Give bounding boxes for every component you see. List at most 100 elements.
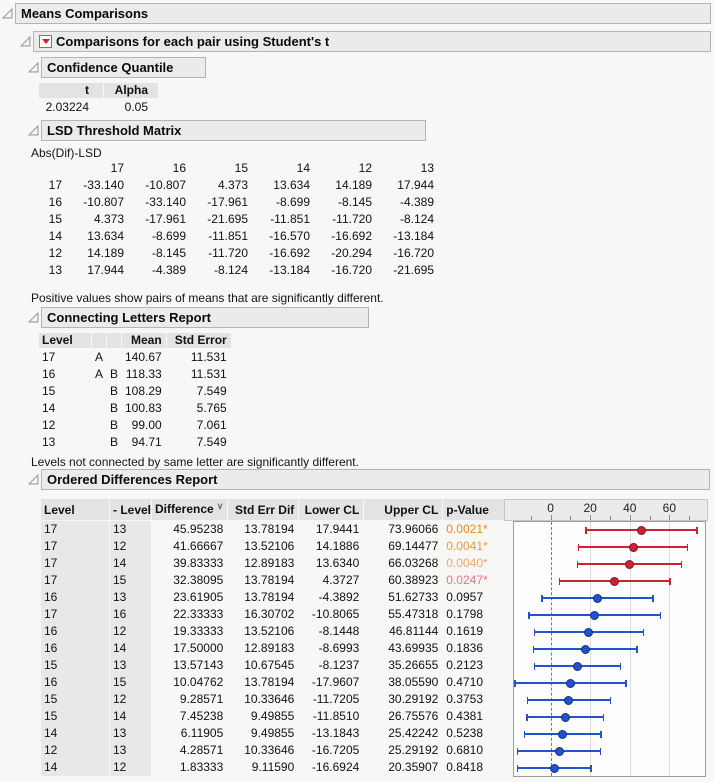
cell-upper-cl: 66.03268 xyxy=(388,556,439,570)
difference-point-dot[interactable] xyxy=(637,525,647,535)
cell-level: 16 xyxy=(41,674,109,691)
table-row[interactable]: 16 A B 118.33 11.531 xyxy=(39,366,231,383)
matrix-row[interactable]: 16 -10.807 -33.140 -17.961 -8.699 -8.145 -4.38… xyxy=(39,194,442,211)
difference-point-dot[interactable] xyxy=(580,644,590,654)
cell-level: 12 xyxy=(41,742,109,759)
chart-plot-area[interactable] xyxy=(513,521,706,777)
red-triangle-menu-icon[interactable] xyxy=(39,35,52,48)
disclosure-open-icon[interactable] xyxy=(28,125,39,136)
difference-point-dot[interactable] xyxy=(566,678,575,688)
difference-interval-chart: 0 20 40 60 xyxy=(504,499,708,778)
cell-lower-cl: -4.3892 xyxy=(318,590,360,604)
cell-p-value: 0.4381 xyxy=(446,709,483,723)
section-title: Ordered Differences Report xyxy=(47,472,218,487)
matrix-row[interactable]: 14 13.634 -8.699 -11.851 -16.570 -16.692 -13.1… xyxy=(39,228,442,245)
difference-point-dot[interactable] xyxy=(628,542,638,552)
axis-tick-label: 40 xyxy=(623,501,637,515)
chart-x-axis[interactable]: 0 20 40 60 xyxy=(504,499,708,521)
table-row[interactable]: 17 14 39.83333 12.89183 13.6340 66.03268 0.004… xyxy=(41,555,505,572)
matrix-row[interactable]: 12 14.189 -8.145 -11.720 -16.692 -20.294 -16.7… xyxy=(39,245,442,262)
outline-title: Comparisons for each pair using Student'… xyxy=(56,34,330,49)
axis-minor-tick xyxy=(689,516,691,520)
axis-tick-label: 60 xyxy=(662,501,677,515)
difference-point-dot[interactable] xyxy=(584,627,594,637)
table-row[interactable]: 15 13 13.57143 10.67545 -8.1237 35.26655 0.212… xyxy=(41,657,505,674)
cell-minus-level: 12 xyxy=(110,691,152,708)
table-row[interactable]: 15 B 108.29 7.549 xyxy=(39,383,231,400)
table-row[interactable]: 14 13 6.11905 9.49855 -13.1843 25.42242 0.5238 xyxy=(41,725,505,742)
col-header-difference[interactable]: Difference ∨ xyxy=(152,499,228,521)
difference-point-dot[interactable] xyxy=(560,712,570,722)
table-row[interactable]: 12 B 99.00 7.061 xyxy=(39,417,231,434)
table-row[interactable]: 2.03224 0.05 xyxy=(39,99,158,116)
interval-cap xyxy=(686,543,689,551)
matrix-col-header: 13 xyxy=(420,161,434,175)
interval-cap xyxy=(602,713,605,721)
matrix-cell: 13.634 xyxy=(273,178,310,192)
col-header-letter-a xyxy=(92,333,106,349)
difference-point-dot[interactable] xyxy=(624,559,634,569)
section-title: LSD Threshold Matrix xyxy=(47,123,182,138)
matrix-row[interactable]: 13 17.944 -4.389 -8.124 -13.184 -16.720 -21.69… xyxy=(39,262,442,279)
disclosure-open-icon[interactable] xyxy=(20,36,31,47)
col-header-alpha: Alpha xyxy=(104,83,158,99)
difference-point-dot[interactable] xyxy=(610,576,620,586)
table-row[interactable]: 14 B 100.83 5.765 xyxy=(39,400,231,417)
table-row[interactable]: 17 15 32.38095 13.78194 4.3727 60.38923 0.0247… xyxy=(41,572,505,589)
difference-point-dot[interactable] xyxy=(592,593,602,603)
matrix-cell: 17.944 xyxy=(87,263,124,277)
table-row[interactable]: 15 12 9.28571 10.33646 -11.7205 30.29192 0.375… xyxy=(41,691,505,708)
cell-minus-level: 16 xyxy=(110,606,152,623)
difference-point-dot[interactable] xyxy=(554,746,564,756)
cell-std-err-dif: 9.49855 xyxy=(250,709,295,723)
cell-minus-level: 14 xyxy=(110,555,152,572)
cell-upper-cl: 55.47318 xyxy=(388,607,439,621)
table-row[interactable]: 17 A 140.67 11.531 xyxy=(39,349,231,366)
table-row[interactable]: 16 13 23.61905 13.78194 -4.3892 51.62733 0.095… xyxy=(41,589,505,606)
table-row[interactable]: 16 12 19.33333 13.52106 -8.1448 46.81144 0.161… xyxy=(41,623,505,640)
difference-point-dot[interactable] xyxy=(590,610,600,620)
matrix-cell: -17.961 xyxy=(207,195,248,209)
cell-difference: 39.83333 xyxy=(173,556,224,570)
cell-std-err-dif: 9.11590 xyxy=(251,760,295,774)
cell-letter xyxy=(92,434,106,451)
disclosure-open-icon[interactable] xyxy=(28,312,39,323)
disclosure-open-icon[interactable] xyxy=(2,8,13,19)
matrix-cell: -13.184 xyxy=(269,263,310,277)
disclosure-open-icon[interactable] xyxy=(28,474,39,485)
table-row[interactable]: 17 12 41.66667 13.52106 14.1886 69.14477 0.004… xyxy=(41,538,505,555)
table-row[interactable]: 15 14 7.45238 9.49855 -11.8510 26.75576 0.4381 xyxy=(41,708,505,725)
outline-confidence-quantile: Confidence Quantile xyxy=(28,57,206,78)
matrix-row[interactable]: 15 4.373 -17.961 -21.695 -11.851 -11.720 -8.12… xyxy=(39,211,442,228)
table-row[interactable]: 13 B 94.71 7.549 xyxy=(39,434,231,451)
cell-level: 14 xyxy=(41,725,109,742)
table-row[interactable]: 12 13 4.28571 10.33646 -16.7205 25.29192 0.681… xyxy=(41,742,505,759)
section-title-bar: LSD Threshold Matrix xyxy=(41,120,426,141)
cell-p-value: 0.5238 xyxy=(446,726,483,740)
interval-cap xyxy=(585,526,587,534)
difference-point-dot[interactable] xyxy=(564,695,574,705)
difference-point-dot[interactable] xyxy=(558,729,568,739)
difference-point-dot[interactable] xyxy=(549,763,559,773)
disclosure-open-icon[interactable] xyxy=(28,62,39,73)
cell-level: 17 xyxy=(41,555,109,572)
matrix-col-header: 16 xyxy=(172,161,186,175)
cell-upper-cl: 20.35907 xyxy=(388,760,439,774)
cell-lower-cl: -10.8065 xyxy=(311,607,360,621)
section-title: Connecting Letters Report xyxy=(47,310,211,325)
table-row[interactable]: 16 15 10.04762 13.78194 -17.9607 38.05590 0.47… xyxy=(41,674,505,691)
cell-std-err-dif: 13.52106 xyxy=(244,624,295,638)
sort-descending-icon: ∨ xyxy=(216,501,224,511)
table-row[interactable]: 16 14 17.50000 12.89183 -8.6993 43.69935 0.183… xyxy=(41,640,505,657)
cell-p-value: 0.0040* xyxy=(446,556,488,570)
matrix-row[interactable]: 17 -33.140 -10.807 4.373 13.634 14.189 17.944 xyxy=(39,177,442,194)
header-row: t Alpha xyxy=(39,83,158,99)
interval-cap xyxy=(600,730,602,738)
table-row[interactable]: 17 13 45.95238 13.78194 17.9441 73.96066 0.002… xyxy=(41,521,505,538)
matrix-header-row: 17 16 15 14 12 13 xyxy=(39,160,442,177)
table-row[interactable]: 14 12 1.83333 9.11590 -16.6924 20.35907 0.8418 xyxy=(41,759,505,776)
difference-point-dot[interactable] xyxy=(572,661,582,671)
table-row[interactable]: 17 16 22.33333 16.30702 -10.8065 55.47318 0.17… xyxy=(41,606,505,623)
cell-level: 16 xyxy=(41,640,109,657)
